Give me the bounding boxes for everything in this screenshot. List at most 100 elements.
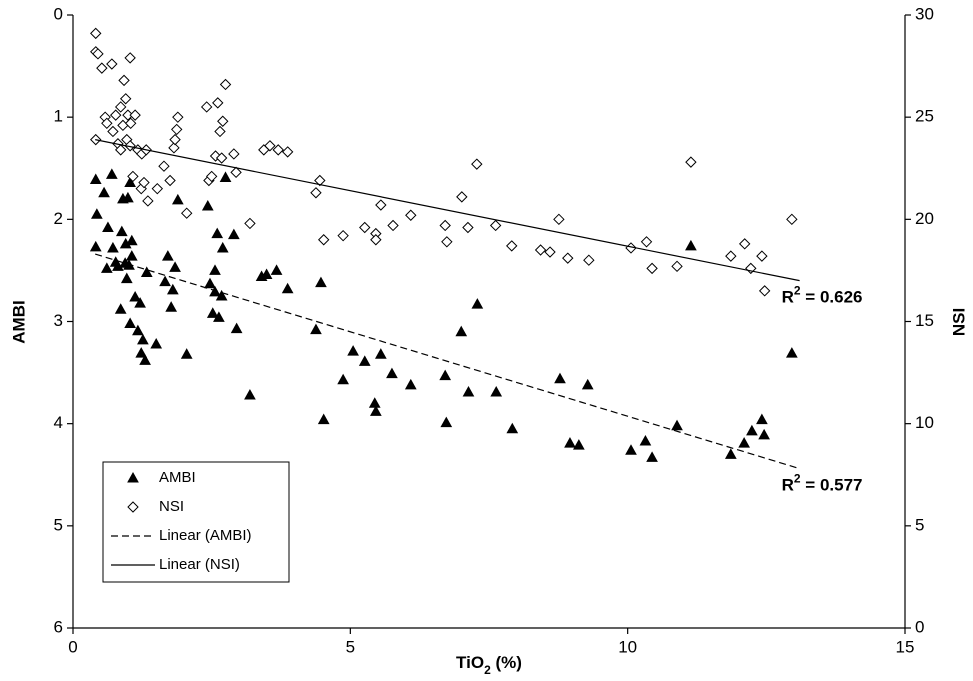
point (142, 195, 154, 207)
y-tick-label: 0 (54, 4, 63, 23)
point (281, 146, 294, 158)
x-tick-label: 0 (68, 637, 77, 656)
point (671, 419, 683, 431)
point (211, 227, 224, 239)
point (671, 260, 683, 273)
point (102, 221, 114, 233)
y2-tick-label: 15 (915, 311, 934, 330)
y2-tick-label: 30 (915, 4, 934, 23)
point (98, 186, 110, 198)
point (169, 261, 181, 272)
point (471, 298, 484, 309)
point (124, 317, 136, 329)
point (375, 199, 387, 211)
point (725, 250, 737, 262)
point (124, 140, 136, 152)
point (640, 236, 653, 248)
point (219, 171, 232, 182)
legend-label: Linear (NSI) (159, 556, 240, 573)
point (639, 435, 652, 446)
point (106, 58, 118, 70)
point (553, 213, 565, 226)
trend-line (95, 253, 800, 470)
point (785, 347, 798, 358)
point (180, 207, 193, 219)
point (164, 174, 176, 187)
y-tick-label: 1 (54, 107, 63, 126)
point (244, 217, 256, 230)
point (439, 219, 451, 232)
point (165, 301, 178, 312)
point (118, 74, 130, 87)
point (462, 221, 474, 234)
point (358, 355, 371, 366)
point (135, 347, 148, 358)
point (646, 451, 658, 462)
point (172, 111, 184, 123)
point (441, 236, 453, 248)
y2-tick-label: 10 (915, 413, 934, 432)
trend-line (95, 139, 800, 282)
point (166, 283, 179, 295)
point (100, 262, 113, 273)
point (215, 289, 228, 301)
point (125, 250, 138, 261)
point (272, 144, 284, 156)
legend-marker (127, 471, 139, 483)
point (212, 97, 224, 109)
point (168, 142, 180, 154)
point (115, 225, 128, 237)
point (209, 264, 221, 275)
x-axis-title-sub: 2 (484, 663, 491, 677)
point (89, 240, 102, 252)
point (206, 307, 219, 318)
point (264, 140, 276, 152)
point (337, 373, 349, 385)
r-squared-sup: 2 (794, 284, 801, 298)
point (318, 234, 330, 246)
point (217, 115, 229, 127)
point (230, 166, 242, 179)
point (347, 345, 359, 356)
y-tick-label: 2 (54, 209, 63, 228)
point (581, 378, 594, 390)
y2-axis-title: NSI (949, 308, 968, 336)
point (462, 385, 475, 397)
point (127, 170, 139, 183)
point (746, 424, 758, 436)
x-tick-label: 10 (618, 637, 637, 656)
point (140, 266, 153, 277)
point (228, 148, 240, 160)
r-squared-base: R (782, 288, 794, 307)
r-squared-text: = 0.626 (801, 288, 863, 307)
point (107, 241, 119, 253)
point (125, 234, 138, 246)
r-squared: R2 = 0.577 (782, 472, 863, 495)
point (387, 219, 399, 232)
point (756, 250, 768, 262)
y2-tick-label: 25 (915, 107, 934, 126)
point (368, 397, 381, 408)
point (129, 290, 141, 302)
point (534, 244, 547, 256)
point (506, 240, 518, 252)
y-tick-label: 6 (54, 617, 63, 636)
point (209, 285, 221, 297)
point (114, 144, 127, 156)
point (158, 160, 170, 172)
point (151, 182, 164, 195)
point (625, 444, 637, 455)
point (96, 62, 108, 74)
point (171, 123, 183, 136)
point (281, 282, 294, 294)
point (337, 229, 349, 242)
point (314, 174, 326, 187)
point (405, 209, 417, 221)
point (738, 238, 751, 250)
point (171, 193, 184, 205)
point (573, 439, 585, 450)
point (685, 239, 697, 251)
point (169, 133, 181, 146)
point (159, 275, 171, 287)
point (200, 101, 213, 113)
